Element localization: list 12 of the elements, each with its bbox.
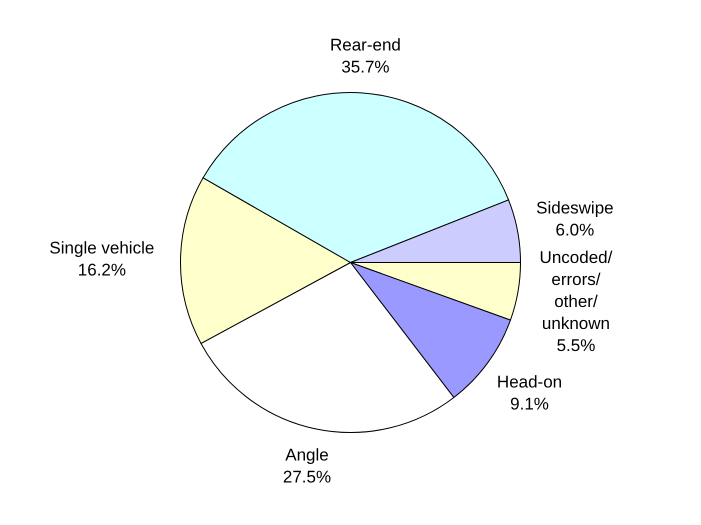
data-label: 5.5% [556, 336, 596, 355]
data-label: 9.1% [510, 394, 549, 414]
data-label: 35.7% [341, 57, 390, 76]
data-label: 16.2% [78, 260, 126, 280]
slice-label: Uncoded/errors/other/unknown [540, 248, 613, 333]
data-label: 6.0% [555, 220, 594, 240]
slice-label: Angle [285, 445, 329, 464]
slice-label: Sideswipe [536, 198, 614, 218]
slice-label: Rear-end [330, 35, 401, 54]
slice-label: Single vehicle [49, 238, 154, 258]
slice-label: Head-on [496, 372, 562, 392]
data-label: 27.5% [282, 467, 332, 486]
